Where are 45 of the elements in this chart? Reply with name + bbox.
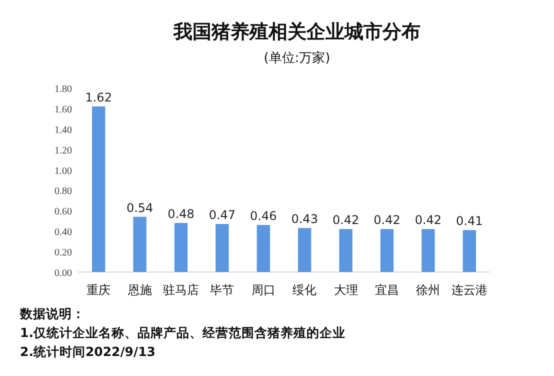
y-tick-label: 0.40 bbox=[54, 227, 72, 238]
y-tick-label: 1.40 bbox=[54, 124, 72, 136]
x-tick-label: 毕节 bbox=[210, 283, 234, 297]
y-tick-label: 0.00 bbox=[54, 268, 72, 279]
data-label: 0.54 bbox=[126, 200, 154, 215]
x-tick-label: 绥化 bbox=[292, 283, 317, 297]
y-tick-label: 0.20 bbox=[54, 248, 72, 259]
data-label: 0.42 bbox=[332, 213, 360, 228]
data-label: 0.41 bbox=[456, 214, 483, 228]
bar bbox=[216, 224, 229, 272]
data-label: 0.43 bbox=[291, 212, 318, 226]
bar bbox=[339, 229, 352, 272]
x-tick-label: 宜昌 bbox=[375, 283, 399, 297]
bar bbox=[174, 222, 188, 272]
data-label: 0.42 bbox=[374, 213, 400, 228]
y-tick-label: 0.60 bbox=[54, 206, 72, 218]
bar bbox=[256, 224, 270, 272]
x-tick-label: 徐州 bbox=[416, 283, 440, 297]
x-tick-label: 驻马店 bbox=[163, 283, 199, 297]
text: 2.统计时间2022/9/13 bbox=[20, 344, 156, 359]
y-tick-label: 1.00 bbox=[54, 166, 72, 177]
y-tick-label: 1.80 bbox=[54, 84, 72, 95]
x-tick-label: 重庆 bbox=[86, 283, 111, 297]
chart-subtitle: (单位:万家) bbox=[264, 50, 330, 66]
y-tick-label: 0.80 bbox=[54, 186, 72, 198]
data-label: 0.42 bbox=[414, 213, 442, 228]
text: 数据说明： bbox=[19, 306, 85, 321]
data-label: 0.48 bbox=[168, 206, 194, 221]
bar bbox=[92, 106, 106, 272]
bar bbox=[422, 229, 435, 272]
y-tick-label: 1.60 bbox=[54, 104, 72, 116]
chart-title: 我国猪养殖相关企业城市分布 bbox=[172, 21, 420, 43]
data-label: 1.62 bbox=[85, 90, 112, 104]
bar bbox=[462, 230, 476, 272]
data-label: 0.47 bbox=[208, 208, 236, 222]
data-label: 0.46 bbox=[250, 208, 277, 223]
bar bbox=[133, 216, 146, 272]
y-tick-label: 1.20 bbox=[54, 145, 72, 156]
x-tick-label: 连云港 bbox=[451, 283, 488, 297]
text: 1.仅统计企业名称、品牌产品、经营范围含猪养殖的企业 bbox=[20, 325, 346, 340]
x-tick-label: 大理 bbox=[334, 283, 358, 297]
x-tick-label: 周口 bbox=[251, 283, 276, 297]
bar bbox=[298, 228, 312, 272]
bar bbox=[380, 229, 394, 272]
x-tick-label: 恩施 bbox=[126, 283, 152, 297]
